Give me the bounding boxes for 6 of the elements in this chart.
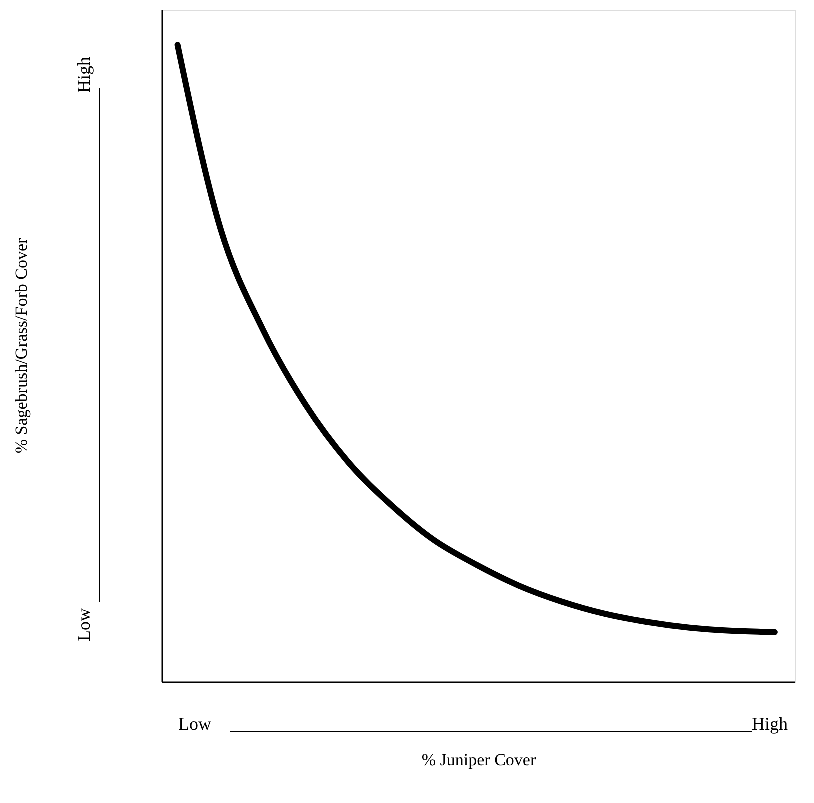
text: Low	[178, 714, 212, 734]
text: % Sagebrush/Grass/Forb Cover	[12, 238, 31, 454]
x-axis-title: % Juniper Cover	[422, 750, 536, 770]
text: Low	[74, 608, 94, 642]
text: High	[752, 714, 788, 734]
text: High	[74, 57, 94, 93]
